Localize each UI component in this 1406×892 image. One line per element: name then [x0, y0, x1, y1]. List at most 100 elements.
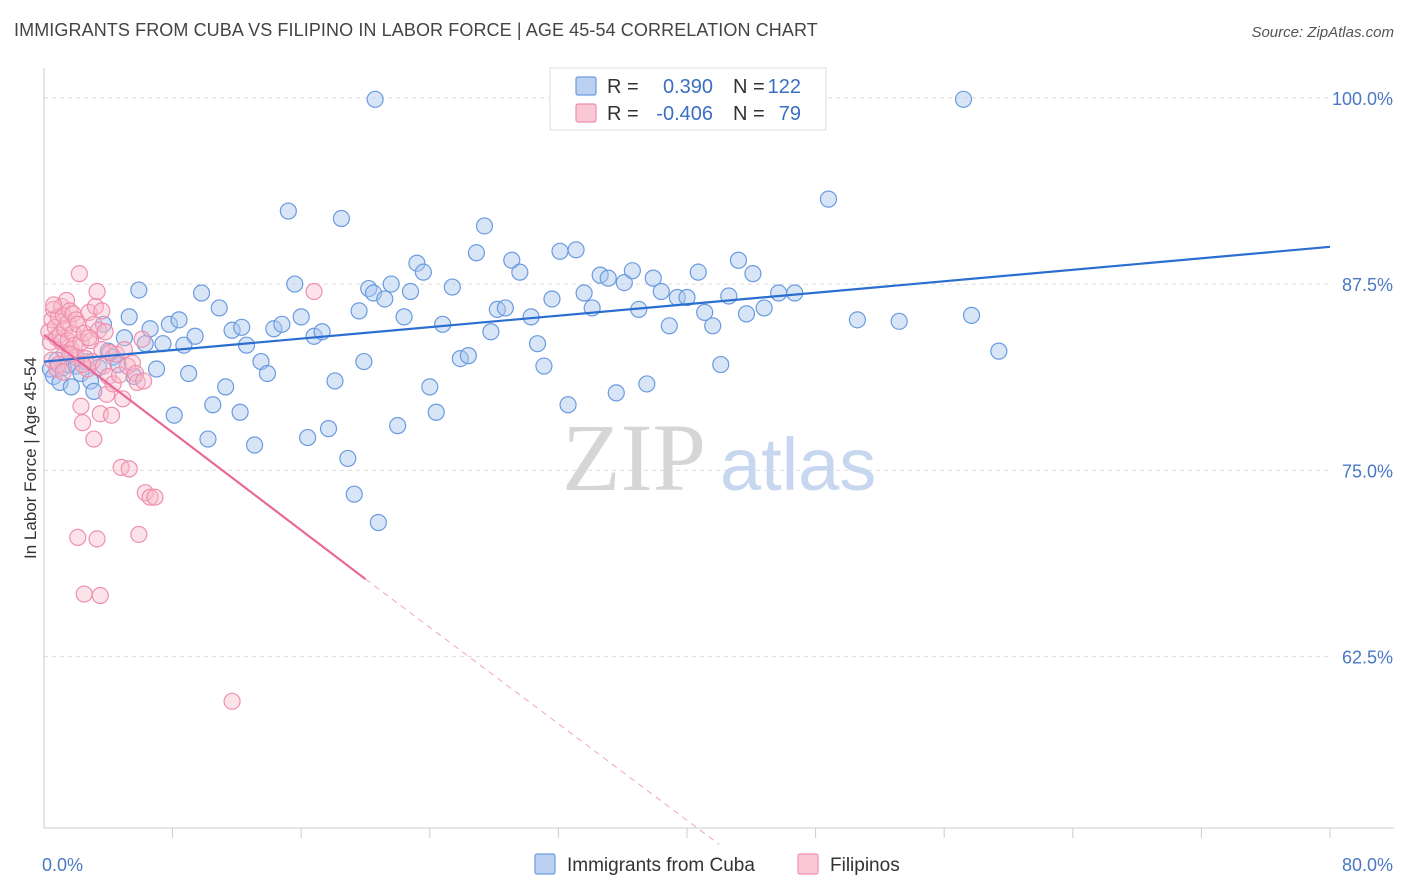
data-point-cuba: [355, 352, 373, 371]
data-point-cuba: [652, 282, 670, 301]
data-point-cuba: [233, 318, 251, 336]
data-point-filipinos: [141, 488, 159, 506]
series-legend-label-filipinos: Filipinos: [830, 855, 900, 876]
data-point-cuba: [689, 263, 707, 281]
data-point-filipinos: [88, 282, 106, 301]
legend-r-value-cuba: 0.390: [663, 76, 713, 98]
data-point-cuba: [427, 403, 445, 421]
data-point-cuba: [350, 302, 368, 320]
data-point-cuba: [273, 315, 291, 333]
legend-swatch-filipinos: [575, 103, 597, 123]
data-point-cuba: [543, 290, 561, 308]
trend-line-filipinos-extension: [365, 578, 720, 845]
data-point-cuba: [459, 347, 477, 365]
source-label: Source: ZipAtlas.com: [1251, 24, 1394, 41]
data-point-cuba: [237, 336, 256, 354]
data-point-cuba: [339, 449, 357, 468]
data-point-filipinos: [93, 302, 111, 320]
data-point-cuba: [575, 284, 593, 302]
legend-n-label-cuba: N =: [733, 76, 765, 98]
data-point-filipinos: [123, 354, 142, 372]
data-point-cuba: [332, 209, 350, 228]
data-point-cuba: [120, 308, 138, 326]
x-tick-labels: 0.0% 80.0%: [42, 855, 1393, 875]
data-point-filipinos: [133, 330, 151, 348]
data-point-cuba: [696, 303, 714, 321]
data-point-filipinos: [61, 302, 79, 320]
data-point-cuba: [326, 372, 344, 390]
data-point-cuba: [535, 357, 553, 375]
data-point-cuba: [770, 284, 788, 302]
series-filipinos-points: [40, 265, 323, 710]
data-point-cuba: [644, 269, 662, 287]
legend-swatch-cuba: [575, 76, 597, 96]
trend-line-cuba: [43, 245, 1331, 363]
data-point-cuba: [962, 306, 981, 324]
data-point-cuba: [217, 378, 235, 396]
data-point-filipinos: [114, 390, 132, 408]
data-point-cuba: [258, 364, 277, 383]
data-point-filipinos: [91, 586, 109, 605]
data-point-filipinos: [104, 375, 122, 393]
data-point-cuba: [192, 284, 211, 302]
data-point-cuba: [467, 244, 486, 262]
data-point-filipinos: [98, 385, 116, 403]
data-point-filipinos: [120, 460, 138, 478]
data-point-cuba: [729, 251, 748, 269]
data-point-cuba: [366, 90, 384, 108]
data-point-cuba: [345, 485, 363, 503]
data-point-cuba: [678, 288, 696, 307]
legend-n-label-filipinos: N =: [733, 103, 765, 125]
data-point-cuba: [199, 430, 217, 448]
data-point-cuba: [62, 378, 80, 396]
data-point-cuba: [319, 420, 338, 438]
data-point-cuba: [434, 315, 452, 333]
data-point-cuba: [210, 299, 228, 317]
data-point-cuba: [559, 396, 577, 414]
data-point-cuba: [421, 378, 439, 396]
data-point-cuba: [408, 254, 426, 272]
series-legend-swatch-cuba: [534, 853, 556, 875]
chart-title: IMMIGRANTS FROM CUBA VS FILIPINO IN LABO…: [14, 20, 818, 40]
legend-n-value-cuba: 122: [768, 76, 801, 98]
data-point-cuba: [496, 299, 514, 317]
data-point-filipinos: [88, 530, 106, 548]
data-point-cuba: [223, 321, 241, 339]
data-point-filipinos: [130, 525, 148, 544]
data-point-cuba: [299, 428, 317, 447]
data-point-cuba: [607, 384, 625, 402]
data-point-cuba: [712, 355, 730, 374]
data-point-cuba: [160, 315, 178, 333]
y-axis-label: In Labor Force | Age 45-54: [21, 357, 40, 559]
data-point-filipinos: [45, 296, 63, 314]
data-point-filipinos: [70, 265, 88, 283]
data-point-filipinos: [75, 585, 93, 603]
data-point-cuba: [660, 317, 678, 335]
data-point-cuba: [443, 278, 461, 296]
data-point-filipinos: [80, 329, 98, 347]
data-point-filipinos: [54, 363, 72, 381]
data-point-cuba: [599, 269, 617, 287]
data-point-cuba: [623, 262, 641, 280]
data-point-cuba: [528, 335, 547, 353]
series-legend-swatch-filipinos: [797, 853, 819, 875]
data-point-filipinos: [135, 372, 153, 390]
data-point-cuba: [954, 90, 973, 108]
data-point-filipinos: [146, 488, 164, 506]
trend-line-filipinos: [43, 333, 367, 581]
data-point-cuba: [389, 417, 407, 435]
data-point-filipinos: [223, 692, 241, 710]
data-point-cuba: [286, 275, 304, 293]
data-point-cuba: [475, 217, 494, 235]
legend-r-value-filipinos: -0.406: [656, 103, 713, 125]
data-point-cuba: [147, 360, 166, 378]
data-point-cuba: [819, 190, 838, 208]
data-point-cuba: [755, 299, 773, 317]
legend-r-label-cuba: R =: [607, 76, 639, 98]
y-tick-label: 87.5%: [1342, 275, 1393, 295]
data-point-cuba: [186, 327, 204, 345]
data-point-cuba: [165, 406, 183, 424]
data-point-cuba: [567, 241, 585, 259]
data-point-cuba: [890, 312, 908, 330]
